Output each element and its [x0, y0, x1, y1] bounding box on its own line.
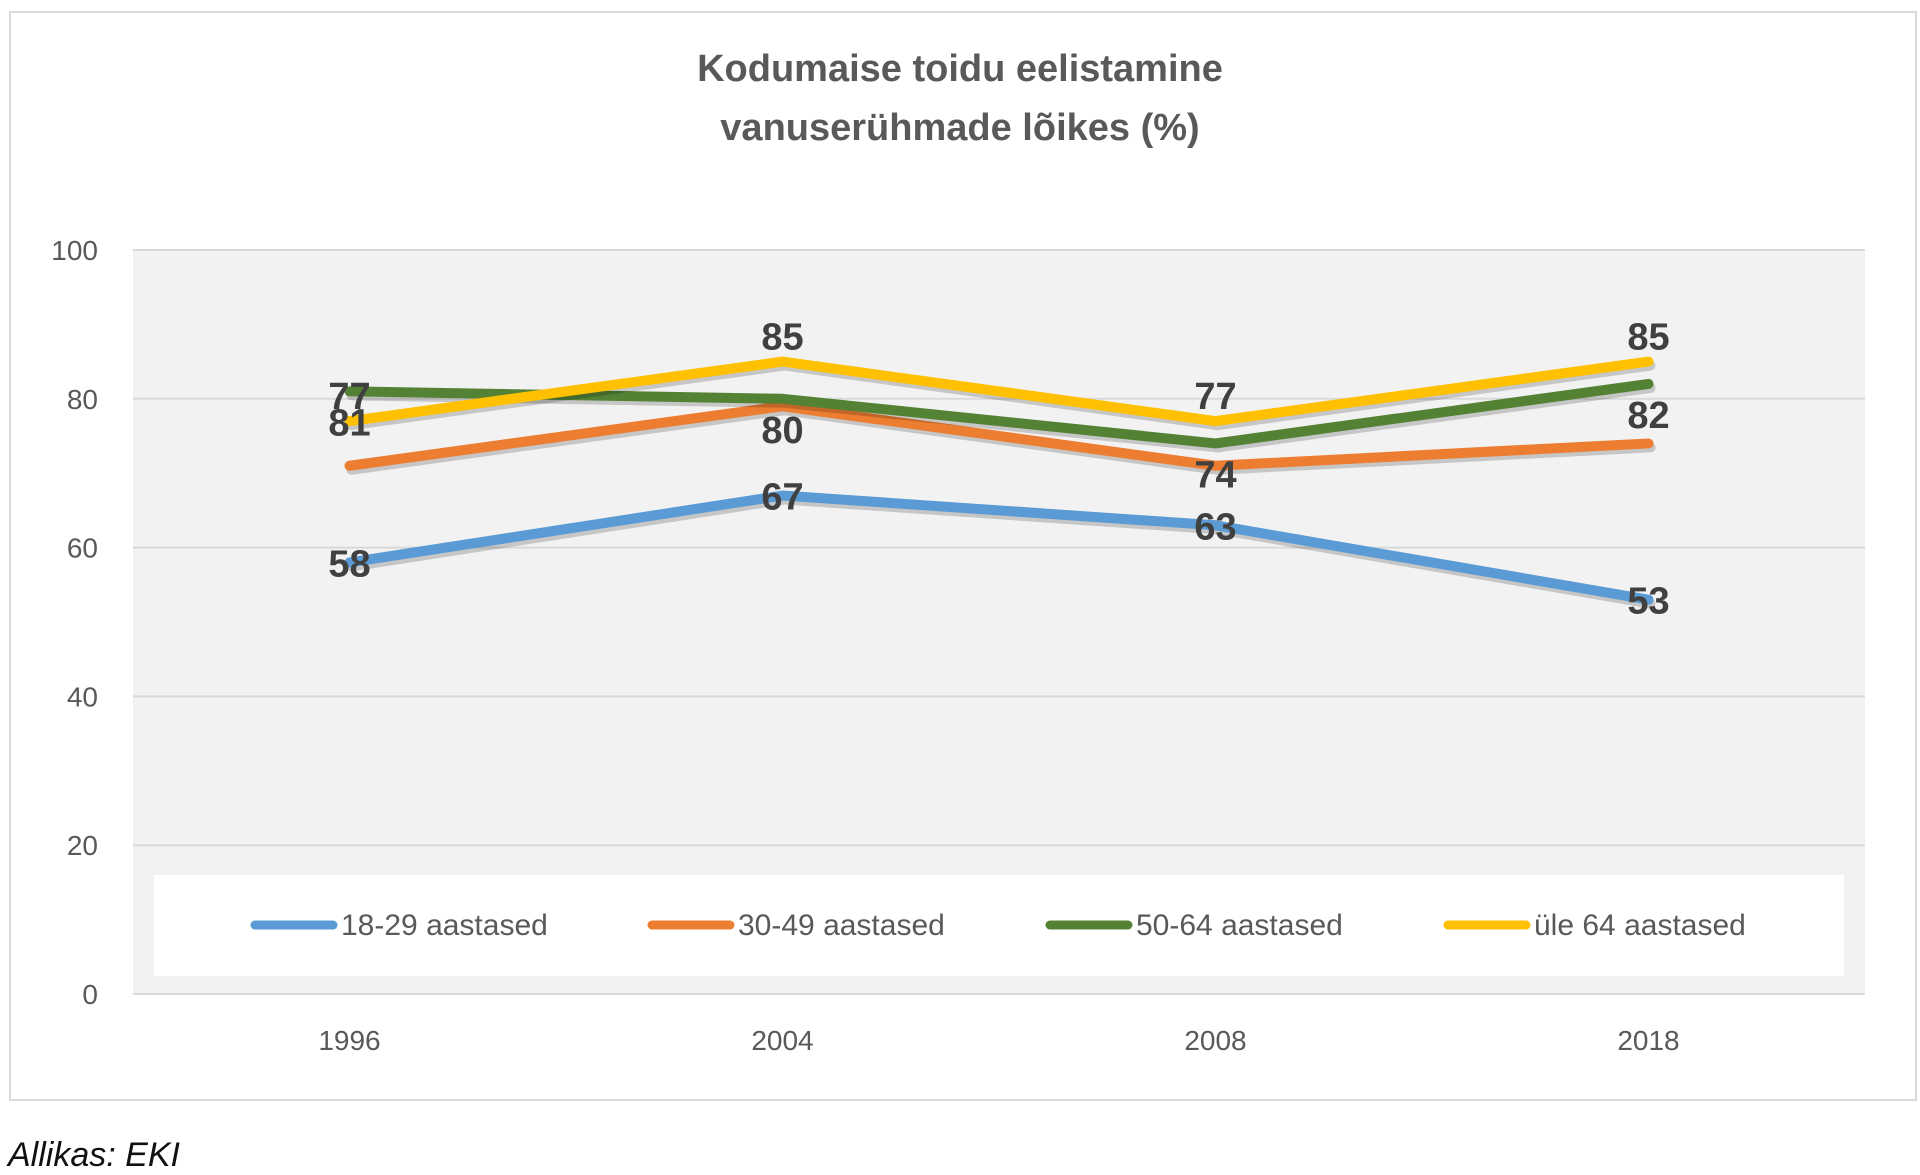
y-tick-label: 100	[51, 235, 98, 266]
legend	[154, 875, 1844, 976]
x-tick-label: 2004	[751, 1025, 813, 1056]
series-line	[344, 490, 1654, 605]
data-label: 85	[761, 317, 803, 359]
series-line	[344, 356, 1654, 427]
source-note: Allikas: EKI	[8, 1136, 180, 1174]
x-tick-label: 2008	[1184, 1025, 1246, 1056]
y-tick-label: 20	[67, 830, 98, 861]
series-line	[344, 401, 1654, 471]
data-label: 53	[1627, 581, 1669, 623]
legend-label: 50-64 aastased	[1136, 909, 1343, 942]
y-tick-label: 40	[67, 681, 98, 712]
data-label: 81	[328, 402, 370, 444]
data-label: 85	[1627, 317, 1669, 359]
x-tick-label: 2018	[1617, 1025, 1679, 1056]
legend-label: 30-49 aastased	[738, 909, 945, 942]
data-label: 67	[761, 477, 803, 519]
legend-label: 18-29 aastased	[341, 909, 548, 942]
chart-title-line2: vanuserühmade lõikes (%)	[720, 107, 1200, 149]
chart-title: Kodumaise toidu eelistamine vanuserühmad…	[0, 40, 1920, 158]
data-label: 58	[328, 543, 370, 585]
y-tick-label: 0	[82, 979, 98, 1010]
data-label: 82	[1627, 395, 1669, 437]
chart-title-line1: Kodumaise toidu eelistamine	[697, 48, 1223, 90]
data-label: 74	[1194, 454, 1236, 496]
data-label: 80	[761, 410, 803, 452]
legend-label: üle 64 aastased	[1534, 909, 1746, 942]
data-label: 77	[1194, 376, 1236, 418]
y-tick-label: 60	[67, 533, 98, 564]
x-tick-label: 1996	[318, 1025, 380, 1056]
data-label: 77	[328, 376, 370, 418]
y-tick-label: 80	[67, 384, 98, 415]
data-label: 63	[1194, 506, 1236, 548]
